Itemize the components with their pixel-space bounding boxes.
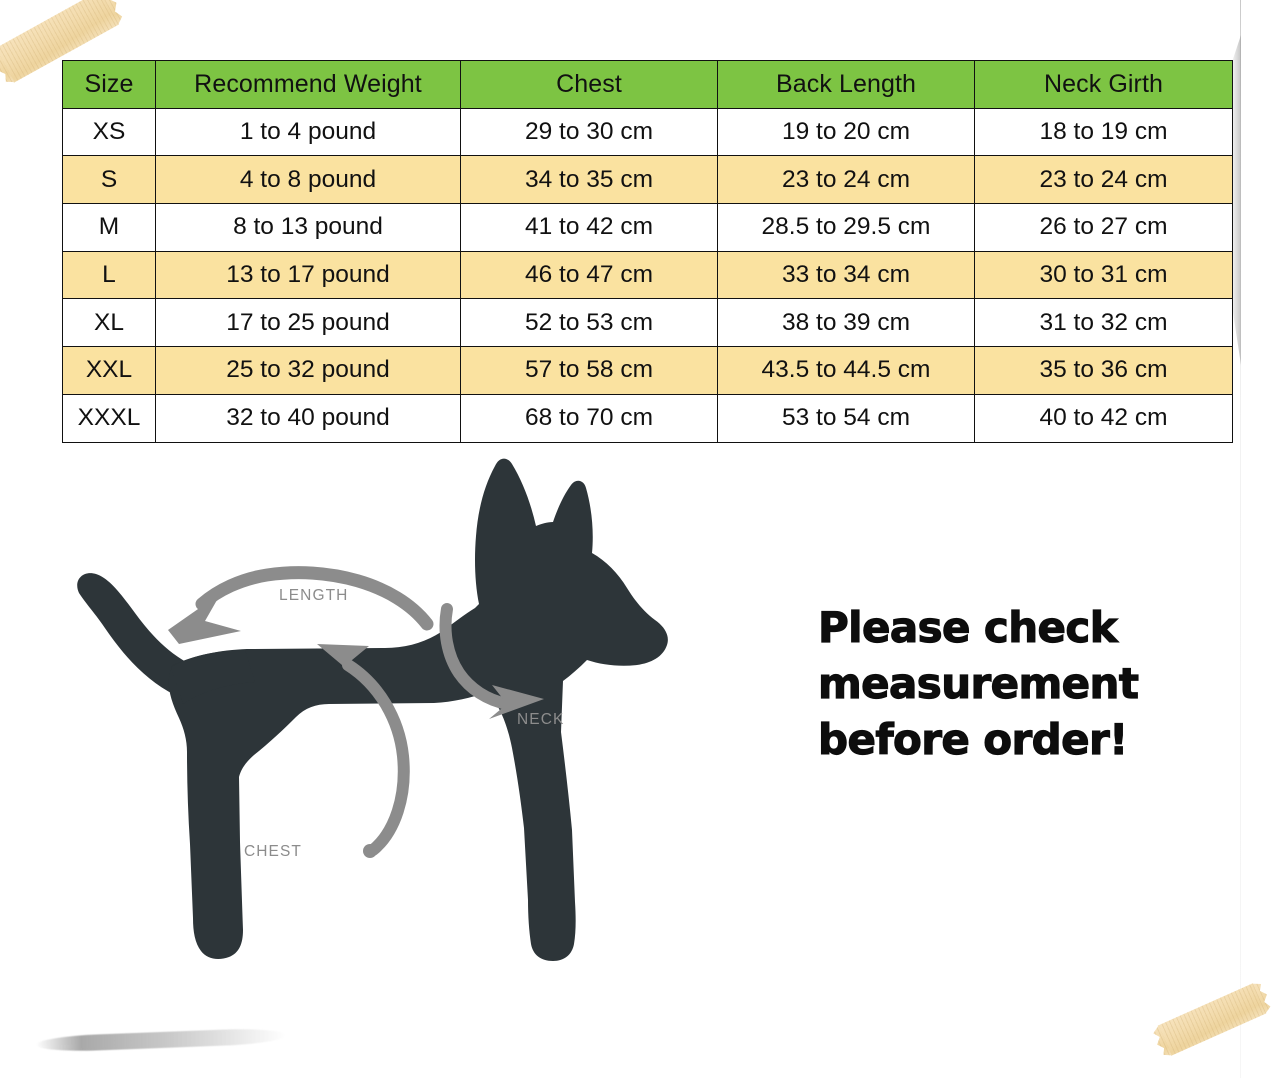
cell-neck: 35 to 36 cm — [974, 346, 1233, 395]
cell-size: M — [62, 203, 156, 252]
cell-back: 38 to 39 cm — [717, 298, 975, 348]
cell-weight: 8 to 13 pound — [155, 203, 461, 252]
column-header-neck-girth: Neck Girth — [974, 60, 1233, 109]
column-header-size: Size — [62, 60, 156, 109]
cell-chest: 34 to 35 cm — [460, 155, 718, 205]
cell-size: S — [62, 155, 156, 205]
column-header-back-length: Back Length — [717, 60, 975, 109]
cell-back: 28.5 to 29.5 cm — [717, 203, 975, 252]
table-row: XL 17 to 25 pound 52 to 53 cm 38 to 39 c… — [62, 298, 1233, 348]
cell-back: 23 to 24 cm — [717, 155, 975, 205]
chest-arrow-icon — [317, 644, 410, 858]
headline-line-1: Please check — [817, 602, 1118, 652]
table-row: S 4 to 8 pound 34 to 35 cm 23 to 24 cm 2… — [62, 155, 1233, 205]
cell-back: 43.5 to 44.5 cm — [717, 346, 975, 395]
size-chart-table: Size Recommend Weight Chest Back Length … — [62, 60, 1233, 443]
table-row: XXXL 32 to 40 pound 68 to 70 cm 53 to 54… — [62, 393, 1233, 443]
cell-neck: 40 to 42 cm — [974, 393, 1233, 443]
cell-chest: 57 to 58 cm — [460, 346, 718, 395]
headline-line-2: measurement — [817, 658, 1139, 708]
headline-line-3: before order! — [817, 714, 1128, 764]
table-row: XS 1 to 4 pound 29 to 30 cm 19 to 20 cm … — [62, 107, 1233, 157]
table-header-row: Size Recommend Weight Chest Back Length … — [62, 60, 1233, 109]
cell-neck: 23 to 24 cm — [974, 155, 1233, 205]
tape-strip-bottom-right-icon — [1157, 983, 1267, 1056]
cell-chest: 41 to 42 cm — [460, 203, 718, 252]
cell-weight: 17 to 25 pound — [155, 298, 461, 348]
page-right-edge — [1240, 0, 1241, 1078]
cell-back: 53 to 54 cm — [717, 393, 975, 443]
length-arrow-icon — [168, 566, 434, 644]
diagram-label-length: LENGTH — [279, 587, 348, 604]
cell-weight: 32 to 40 pound — [155, 393, 461, 443]
cell-chest: 46 to 47 cm — [460, 250, 718, 300]
cell-size: XL — [62, 298, 156, 348]
cell-size: L — [62, 250, 156, 300]
page-bottom-left-curl-shadow — [35, 1027, 287, 1053]
table-row: M 8 to 13 pound 41 to 42 cm 28.5 to 29.5… — [62, 203, 1233, 252]
diagram-label-chest: CHEST — [244, 843, 302, 860]
headline-block: Please check measurement before order! — [817, 600, 1178, 768]
cell-size: XS — [62, 107, 156, 157]
cell-neck: 31 to 32 cm — [974, 298, 1233, 348]
table-row: XXL 25 to 32 pound 57 to 58 cm 43.5 to 4… — [62, 346, 1233, 395]
cell-back: 19 to 20 cm — [717, 107, 975, 157]
cell-size: XXL — [62, 346, 156, 395]
column-header-chest: Chest — [460, 60, 718, 109]
cell-chest: 29 to 30 cm — [460, 107, 718, 157]
table-row: L 13 to 17 pound 46 to 47 cm 33 to 34 cm… — [62, 250, 1233, 300]
cell-chest: 68 to 70 cm — [460, 393, 718, 443]
neck-arrow-icon — [439, 603, 544, 719]
cell-weight: 4 to 8 pound — [155, 155, 461, 205]
page-right-edge-shadow — [1230, 35, 1241, 365]
cell-neck: 26 to 27 cm — [974, 203, 1233, 252]
dog-measurement-diagram: LENGTH NECK CHEST — [55, 452, 705, 992]
cell-chest: 52 to 53 cm — [460, 298, 718, 348]
cell-neck: 18 to 19 cm — [974, 107, 1233, 157]
cell-weight: 25 to 32 pound — [155, 346, 461, 395]
cell-weight: 1 to 4 pound — [155, 107, 461, 157]
cell-back: 33 to 34 cm — [717, 250, 975, 300]
cell-neck: 30 to 31 cm — [974, 250, 1233, 300]
diagram-label-neck: NECK — [517, 711, 564, 728]
cell-weight: 13 to 17 pound — [155, 250, 461, 300]
cell-size: XXXL — [62, 393, 156, 443]
column-header-weight: Recommend Weight — [155, 60, 461, 109]
dog-silhouette-icon — [77, 458, 668, 961]
